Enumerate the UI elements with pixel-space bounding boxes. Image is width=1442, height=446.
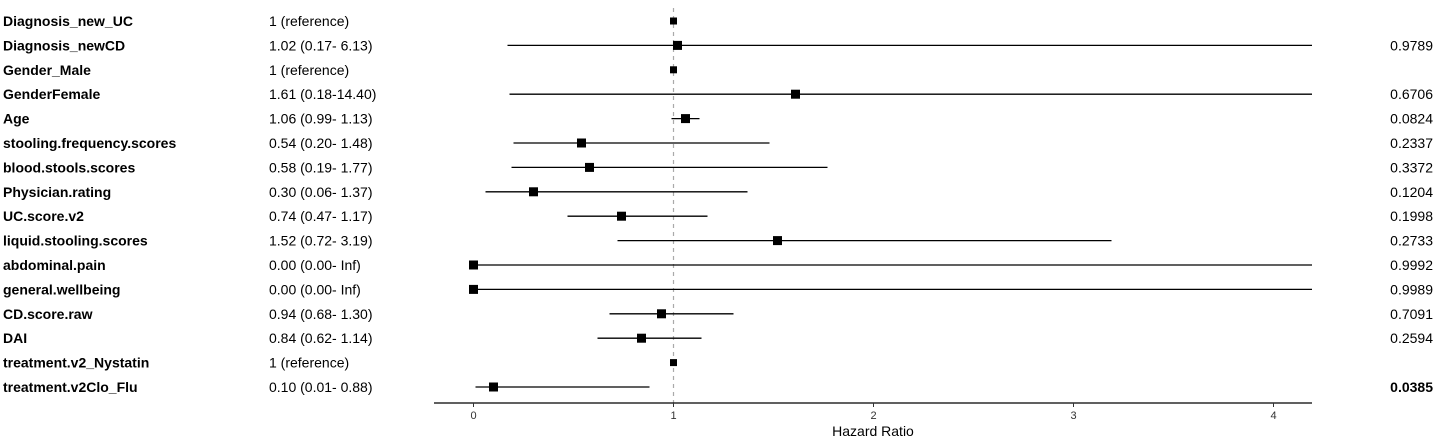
variable-label: stooling.frequency.scores [3, 135, 176, 151]
x-tick-label: 2 [870, 410, 876, 422]
hr-point [617, 211, 626, 221]
hr-point [673, 40, 682, 50]
p-value-label: 0.1998 [1390, 208, 1433, 224]
hr-point [657, 309, 666, 319]
variable-label: treatment.v2Clo_Flu [3, 379, 138, 395]
estimate-label: 0.84 (0.62- 1.14) [269, 330, 373, 346]
estimate-label: 0.00 (0.00- Inf) [269, 257, 361, 273]
p-value-label: 0.3372 [1390, 159, 1433, 175]
variable-label: abdominal.pain [3, 257, 106, 273]
x-tick-label: 4 [1270, 410, 1276, 422]
p-value-label: 0.0824 [1390, 111, 1433, 127]
p-value-label: 0.9992 [1390, 257, 1433, 273]
p-value-label: 0.1204 [1390, 184, 1433, 200]
hr-point [585, 162, 594, 172]
variable-label: Diagnosis_new_UC [3, 13, 133, 29]
variable-label: liquid.stooling.scores [3, 233, 148, 249]
estimate-label: 1.06 (0.99- 1.13) [269, 111, 373, 127]
estimate-label: 0.58 (0.19- 1.77) [269, 159, 373, 175]
estimate-label: 1 (reference) [269, 355, 349, 371]
estimate-label: 0.30 (0.06- 1.37) [269, 184, 373, 200]
estimate-label: 1.02 (0.17- 6.13) [269, 37, 373, 53]
rows-layer: Diagnosis_new_UC 1 (reference) Diagnosis_n… [3, 13, 1433, 395]
p-value-label: 0.9989 [1390, 281, 1433, 297]
estimate-label: 1.52 (0.72- 3.19) [269, 233, 373, 249]
estimate-label: 0.54 (0.20- 1.48) [269, 135, 373, 151]
hr-point [529, 187, 538, 197]
estimate-label: 0.74 (0.47- 1.17) [269, 208, 373, 224]
p-value-label: 0.2337 [1390, 135, 1433, 151]
hr-point [670, 66, 677, 74]
p-value-label: 0.9789 [1390, 37, 1433, 53]
x-tick-label: 3 [1070, 410, 1076, 422]
p-value-label: 0.6706 [1390, 86, 1433, 102]
x-axis: 0 1 2 3 4 Hazard Ratio [434, 402, 1312, 439]
p-value-label: 0.2733 [1390, 233, 1433, 249]
hr-point [670, 359, 677, 367]
variable-label: CD.score.raw [3, 306, 93, 322]
variable-label: Age [3, 111, 30, 127]
estimate-label: 0.10 (0.01- 0.88) [269, 379, 373, 395]
x-axis-title: Hazard Ratio [832, 423, 914, 439]
hr-point [469, 260, 478, 270]
hr-point [637, 333, 646, 343]
variable-label: Physician.rating [3, 184, 111, 200]
p-value-label: 0.0385 [1390, 379, 1433, 395]
variable-label: general.wellbeing [3, 281, 120, 297]
hr-point [469, 284, 478, 294]
hr-point [577, 138, 586, 148]
estimate-label: 1 (reference) [269, 13, 349, 29]
hr-point [681, 114, 690, 124]
estimate-label: 0.94 (0.68- 1.30) [269, 306, 373, 322]
hr-point [489, 382, 498, 392]
estimate-label: 1.61 (0.18-14.40) [269, 86, 376, 102]
variable-label: treatment.v2_Nystatin [3, 355, 149, 371]
variable-label: UC.score.v2 [3, 208, 84, 224]
x-tick-label: 0 [470, 410, 476, 422]
p-value-label: 0.2594 [1390, 330, 1433, 346]
hr-point [791, 89, 800, 99]
hr-point [670, 17, 677, 25]
variable-label: GenderFemale [3, 86, 100, 102]
x-tick-label: 1 [670, 410, 676, 422]
estimate-label: 0.00 (0.00- Inf) [269, 281, 361, 297]
variable-label: DAI [3, 330, 27, 346]
variable-label: Diagnosis_newCD [3, 37, 125, 53]
marks-layer [469, 8, 1312, 403]
variable-label: Gender_Male [3, 62, 91, 78]
p-value-label: 0.7091 [1390, 306, 1433, 322]
hr-point [773, 236, 782, 246]
estimate-label: 1 (reference) [269, 62, 349, 78]
variable-label: blood.stools.scores [3, 159, 135, 175]
